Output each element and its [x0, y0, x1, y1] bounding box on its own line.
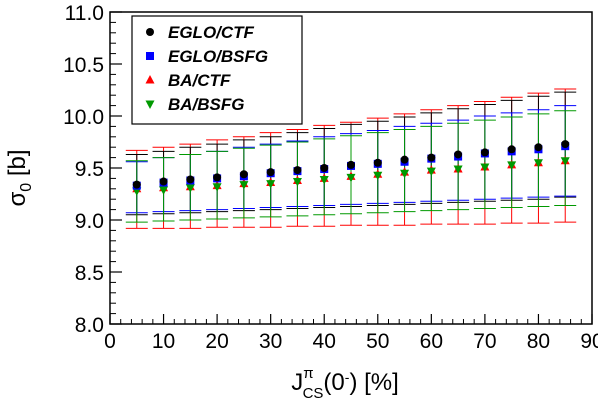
data-point	[400, 169, 410, 179]
legend-box	[131, 15, 303, 125]
tick-labels: 0 10 20 30 40 50 60 70 80 90 8.0 8.5 9.0 9.5 10.0 10.5 1…	[63, 2, 598, 353]
data-point	[293, 166, 302, 175]
data-point	[159, 186, 169, 195]
data-point	[373, 158, 382, 167]
x-tick-label: 90	[580, 330, 598, 353]
x-axis-title: Jπ CS(0-) [%]	[291, 365, 399, 402]
data-point	[186, 175, 195, 184]
data-point	[534, 143, 543, 152]
legend-items: EGLO/CTF EGLO/BSFG BA/CTF BA/BSFG	[145, 23, 268, 114]
legend-label: EGLO/CTF	[168, 23, 255, 42]
y-tick-label: 8.0	[75, 314, 104, 337]
y-tick-label: 10.0	[63, 106, 104, 129]
y-tick-label: 9.0	[75, 210, 104, 233]
x-axis-title-tail-sup: -	[345, 369, 350, 385]
x-axis-title-main: J	[291, 369, 303, 396]
data-point	[373, 171, 383, 181]
x-tick-label: 30	[259, 330, 282, 353]
data-point	[347, 160, 355, 169]
data-point	[239, 170, 248, 179]
data-point	[239, 181, 249, 190]
legend-marker	[146, 28, 154, 36]
data-point	[266, 180, 276, 189]
x-axis-title-sub: CS	[303, 385, 324, 402]
data-point	[507, 145, 516, 154]
data-point	[292, 178, 302, 187]
data-markers	[132, 140, 570, 196]
data-point	[507, 161, 517, 170]
data-point	[132, 180, 141, 189]
y-tick-label: 8.5	[75, 262, 104, 285]
data-point	[454, 150, 463, 159]
data-point	[346, 173, 356, 183]
x-tick-label: 0	[104, 330, 116, 353]
data-point	[213, 173, 222, 182]
data-point	[453, 165, 463, 175]
data-point	[185, 184, 195, 193]
data-point	[533, 159, 543, 168]
axis-ticks	[109, 11, 593, 325]
x-tick-label: 80	[527, 330, 550, 353]
x-axis-title-sup: π	[303, 365, 313, 382]
data-point	[400, 155, 409, 164]
y-axis-title: σ0 [b]	[4, 149, 35, 206]
legend-marker	[145, 75, 155, 84]
x-axis-title-tail: (0	[323, 369, 344, 396]
data-point	[212, 183, 222, 192]
legend-label: BA/CTF	[168, 71, 231, 90]
x-tick-label: 70	[473, 330, 496, 353]
data-point	[480, 163, 490, 172]
legend-label: EGLO/BSFG	[168, 47, 268, 66]
data-point	[560, 157, 570, 166]
data-point	[266, 168, 275, 177]
data-point	[480, 148, 489, 157]
y-tick-label: 11.0	[65, 2, 104, 25]
y-axis-title-tail: [b]	[4, 149, 31, 182]
data-point	[426, 167, 436, 177]
data-point	[320, 164, 329, 172]
data-point	[319, 175, 329, 185]
x-tick-label: 20	[205, 330, 228, 353]
x-tick-label: 60	[420, 330, 443, 353]
data-point	[427, 153, 436, 162]
y-tick-label: 9.5	[75, 158, 104, 181]
legend-label: BA/BSFG	[168, 95, 245, 114]
x-tick-label: 10	[152, 330, 175, 353]
x-axis-title-end: ) [%]	[349, 369, 398, 396]
y-axis-title-sub: 0	[18, 183, 35, 192]
x-tick-label: 50	[366, 330, 389, 353]
x-tick-label: 40	[313, 330, 336, 353]
legend: EGLO/CTF EGLO/BSFG BA/CTF BA/BSFG	[131, 15, 303, 125]
data-point	[159, 177, 168, 186]
y-axis-title-main: σ	[4, 192, 31, 207]
legend-marker	[146, 52, 154, 60]
y-tick-label: 10.5	[63, 54, 104, 77]
legend-marker	[145, 100, 155, 109]
data-point	[561, 140, 570, 149]
